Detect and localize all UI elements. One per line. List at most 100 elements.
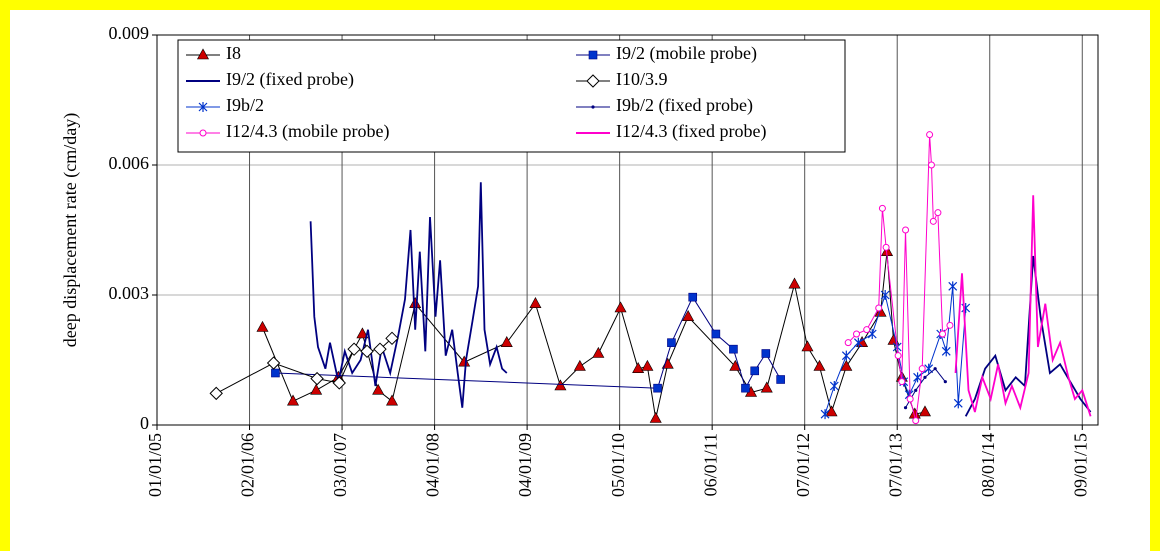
marker xyxy=(741,383,750,393)
marker xyxy=(266,356,281,370)
marker xyxy=(356,327,369,339)
x-tick-label: 08/01/14 xyxy=(978,433,998,497)
marker xyxy=(853,330,861,338)
marker xyxy=(554,379,567,391)
series-line xyxy=(309,182,1092,417)
marker xyxy=(372,383,385,395)
y-tick-label: 0.009 xyxy=(109,23,150,43)
marker xyxy=(529,297,542,308)
legend-label: I9/2 (fixed probe) xyxy=(226,69,354,90)
legend-label: I8 xyxy=(226,43,241,63)
marker xyxy=(750,366,760,376)
series-line xyxy=(824,286,967,415)
marker xyxy=(729,344,738,354)
marker xyxy=(801,340,814,352)
marker xyxy=(386,394,399,406)
marker xyxy=(614,301,627,313)
marker xyxy=(688,292,698,302)
marker xyxy=(711,329,721,339)
legend-marker xyxy=(199,129,207,137)
marker xyxy=(840,359,853,371)
marker xyxy=(649,411,662,423)
marker xyxy=(829,381,839,391)
marker xyxy=(863,326,871,334)
legend-marker xyxy=(198,102,208,112)
marker xyxy=(385,331,399,346)
legend-label: I12/4.3 (fixed probe) xyxy=(616,121,766,142)
x-tick-label: 02/01/06 xyxy=(238,433,258,497)
marker xyxy=(941,346,951,357)
marker xyxy=(632,362,645,373)
marker xyxy=(912,417,920,425)
marker xyxy=(820,409,830,420)
legend-label: I9b/2 xyxy=(226,95,264,115)
marker xyxy=(918,365,926,373)
marker xyxy=(332,376,346,390)
marker xyxy=(310,371,324,386)
marker xyxy=(776,375,785,384)
marker xyxy=(898,378,906,386)
marker xyxy=(926,131,934,139)
y-axis-label: deep displacement rate (cm/day) xyxy=(60,113,81,347)
marker xyxy=(310,383,323,395)
marker xyxy=(788,277,801,289)
x-tick-label: 07/01/12 xyxy=(793,433,813,497)
series-line xyxy=(954,195,1092,417)
marker xyxy=(373,342,387,356)
legend-marker xyxy=(591,105,595,109)
x-tick-label: 01/01/05 xyxy=(145,433,165,497)
marker xyxy=(906,395,914,403)
legend-box xyxy=(177,39,846,153)
marker xyxy=(500,336,513,347)
marker xyxy=(948,281,958,292)
legend-marker xyxy=(196,48,210,60)
marker xyxy=(878,204,886,212)
marker xyxy=(760,381,773,393)
marker xyxy=(927,161,935,169)
x-tick-label: 06/01/11 xyxy=(700,433,720,496)
marker xyxy=(844,339,852,347)
y-tick-label: 0 xyxy=(140,413,149,433)
marker xyxy=(882,243,890,251)
marker xyxy=(902,226,910,234)
y-tick-label: 0.006 xyxy=(109,153,150,173)
marker xyxy=(573,359,586,371)
marker xyxy=(682,310,695,321)
marker xyxy=(934,209,942,217)
marker xyxy=(914,388,918,392)
marker xyxy=(458,355,471,367)
legend-label: I10/3.9 xyxy=(616,69,668,89)
marker xyxy=(943,380,947,384)
marker xyxy=(953,398,963,409)
marker xyxy=(813,359,826,371)
marker xyxy=(667,338,676,347)
legend-marker xyxy=(588,50,598,60)
series-line xyxy=(275,296,782,390)
marker xyxy=(853,337,863,348)
marker xyxy=(761,349,771,358)
x-tick-label: 05/01/10 xyxy=(608,433,628,497)
marker xyxy=(271,368,280,378)
marker xyxy=(409,297,422,308)
marker xyxy=(641,359,654,371)
plot-frame xyxy=(156,34,1099,426)
marker xyxy=(347,342,361,356)
marker xyxy=(592,346,605,358)
legend-label: I12/4.3 (mobile probe) xyxy=(226,121,389,142)
marker xyxy=(933,367,937,371)
x-tick-label: 03/01/07 xyxy=(330,433,350,497)
marker xyxy=(287,394,300,406)
marker xyxy=(903,406,908,410)
marker xyxy=(841,350,851,361)
marker xyxy=(929,217,937,225)
marker xyxy=(913,372,922,383)
legend-marker xyxy=(586,74,600,88)
marker xyxy=(880,290,890,300)
marker xyxy=(256,320,269,332)
marker xyxy=(894,352,902,360)
marker xyxy=(946,321,954,329)
marker xyxy=(360,344,374,359)
x-tick-label: 04/01/08 xyxy=(423,433,443,497)
